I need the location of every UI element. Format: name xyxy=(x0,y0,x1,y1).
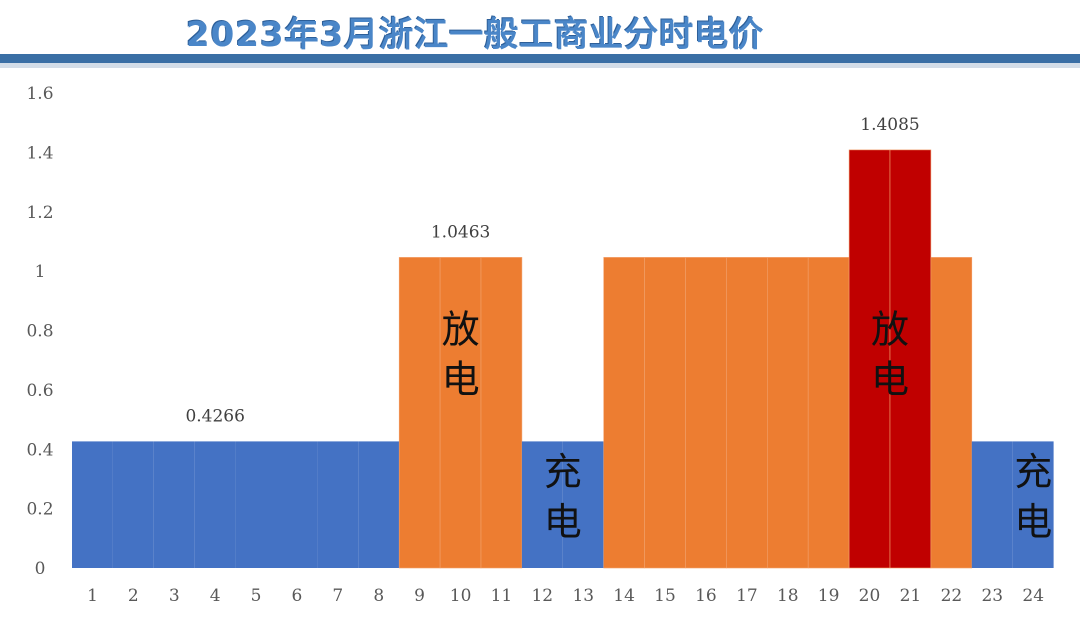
x-tick-label: 9 xyxy=(414,586,425,606)
x-tick-label: 5 xyxy=(251,586,262,606)
x-tick-label: 7 xyxy=(332,586,343,606)
x-tick-label: 23 xyxy=(981,586,1003,606)
chart-title: 2023年3月浙江一般工商业分时电价 xyxy=(186,15,765,55)
bar-hour-13 xyxy=(562,441,604,568)
bars xyxy=(72,149,1054,569)
zone-label-char: 放 xyxy=(871,307,909,351)
bar-hour-5 xyxy=(235,441,277,568)
x-tick-label: 14 xyxy=(613,586,635,606)
data-label: 0.4266 xyxy=(185,406,244,426)
x-tick-label: 10 xyxy=(450,586,472,606)
y-tick-label: 1 xyxy=(35,262,46,282)
bar-hour-22 xyxy=(930,257,973,569)
bar-hour-4 xyxy=(194,441,236,568)
bar-hour-14 xyxy=(603,257,645,569)
x-tick-label: 6 xyxy=(291,586,302,606)
data-labels: 0.4266 1.0463 1.4085 xyxy=(185,115,919,427)
bar-hour-7 xyxy=(317,441,359,568)
bar-hour-1 xyxy=(72,441,113,568)
x-tick-label: 22 xyxy=(941,586,963,606)
bar-hour-2 xyxy=(112,441,154,568)
x-tick-label: 15 xyxy=(654,586,676,606)
x-tick-label: 17 xyxy=(736,586,758,606)
y-axis: 0 0.2 0.4 0.6 0.8 1 1.2 1.4 1.6 xyxy=(26,84,53,579)
x-tick-label: 2 xyxy=(128,586,139,606)
x-tick-label: 3 xyxy=(169,586,180,606)
zone-label-char: 放 xyxy=(442,307,480,351)
zone-label: 放电 xyxy=(871,307,909,401)
zone-label-char: 电 xyxy=(442,357,480,401)
bar-hour-17 xyxy=(726,257,768,569)
zone-label-char: 电 xyxy=(1014,500,1052,544)
x-tick-label: 13 xyxy=(572,586,594,606)
x-tick-label: 12 xyxy=(531,586,553,606)
x-tick-label: 4 xyxy=(210,586,221,606)
x-axis: 1 2 3 4 5 6 7 8 9 10 11 12 13 14 15 16 17 18 19 20 21 22 23 24 xyxy=(87,586,1044,606)
y-tick-label: 0 xyxy=(35,559,46,579)
zone-label: 充电 xyxy=(544,450,582,544)
x-tick-label: 21 xyxy=(900,586,922,606)
data-label: 1.4085 xyxy=(860,115,919,135)
x-tick-label: 18 xyxy=(777,586,799,606)
bar-hour-12 xyxy=(521,441,563,568)
bar-hour-8 xyxy=(358,441,400,568)
y-tick-label: 0.4 xyxy=(26,440,53,460)
x-tick-label: 20 xyxy=(859,586,881,606)
x-tick-label: 24 xyxy=(1022,586,1044,606)
bar-hour-20 xyxy=(848,149,891,569)
x-tick-label: 11 xyxy=(491,586,513,606)
zone-label-char: 充 xyxy=(544,450,582,494)
y-tick-label: 1.4 xyxy=(26,143,53,163)
bar-hour-3 xyxy=(153,441,195,568)
zone-label-char: 电 xyxy=(871,357,909,401)
y-tick-label: 1.2 xyxy=(26,203,53,223)
zone-label-char: 充 xyxy=(1014,450,1052,494)
y-tick-label: 1.6 xyxy=(26,84,53,104)
x-tick-label: 16 xyxy=(695,586,717,606)
bar-hour-23 xyxy=(971,441,1013,568)
bar-hour-15 xyxy=(644,257,686,569)
zone-label: 放电 xyxy=(442,307,480,401)
header-bar-shadow xyxy=(0,63,1080,68)
y-tick-label: 0.8 xyxy=(26,322,53,342)
price-bar-chart: 00.20.40.60.811.21.41.6 1 2 3 4 5 6 7 8 9 10 11 12 1… xyxy=(26,84,1054,606)
bar-hour-11 xyxy=(480,257,523,569)
zone-label: 充电 xyxy=(1014,450,1052,544)
bar-hour-10 xyxy=(439,257,482,569)
data-label: 1.0463 xyxy=(431,222,490,242)
zone-label-char: 电 xyxy=(544,500,582,544)
y-tick-label: 0.6 xyxy=(26,381,53,401)
bar-hour-6 xyxy=(276,441,318,568)
y-tick-label: 0.2 xyxy=(26,500,53,520)
bar-hour-16 xyxy=(685,257,727,569)
bar-hour-9 xyxy=(398,257,441,569)
x-tick-label: 8 xyxy=(373,586,384,606)
bar-hour-24 xyxy=(1012,441,1054,568)
header-bar xyxy=(0,54,1080,63)
bar-hour-19 xyxy=(807,257,850,569)
x-tick-label: 19 xyxy=(818,586,840,606)
x-tick-label: 1 xyxy=(87,586,98,606)
bar-hour-18 xyxy=(766,257,809,569)
